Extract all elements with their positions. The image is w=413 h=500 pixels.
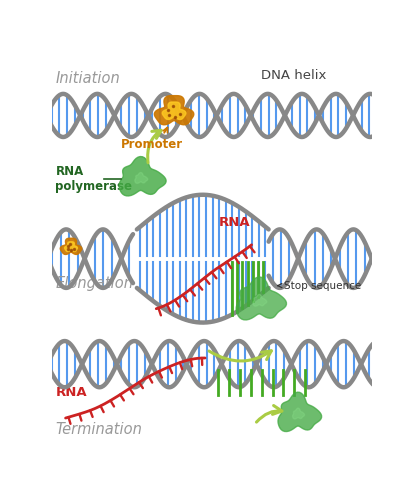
Text: Termination: Termination	[55, 422, 142, 437]
Polygon shape	[64, 242, 78, 252]
Text: Initiation: Initiation	[55, 71, 120, 86]
Polygon shape	[119, 156, 166, 196]
Text: RNA: RNA	[218, 216, 250, 230]
Text: Elongation: Elongation	[55, 276, 133, 290]
Polygon shape	[236, 277, 287, 320]
Text: DNA helix: DNA helix	[261, 69, 326, 82]
Text: Promoter: Promoter	[121, 128, 183, 151]
Text: RNA: RNA	[55, 386, 87, 398]
Polygon shape	[253, 294, 267, 306]
Polygon shape	[292, 408, 304, 419]
Polygon shape	[162, 102, 186, 120]
Polygon shape	[135, 172, 148, 184]
Polygon shape	[60, 238, 82, 254]
Polygon shape	[154, 96, 194, 125]
Polygon shape	[278, 392, 322, 432]
Text: Stop sequence: Stop sequence	[278, 280, 361, 290]
Text: RNA
polymerase: RNA polymerase	[55, 166, 133, 194]
